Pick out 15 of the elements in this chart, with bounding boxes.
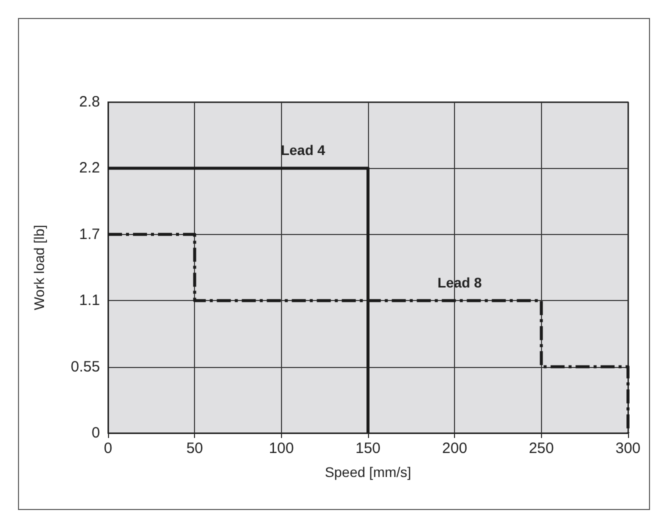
x-tick-label: 0 — [104, 440, 112, 457]
x-axis-title: Speed [mm/s] — [324, 464, 412, 480]
x-tick-label: 250 — [528, 440, 554, 457]
x-tick-label: 100 — [268, 440, 294, 457]
x-tick-label: 150 — [355, 440, 381, 457]
y-tick-label: 2.8 — [79, 94, 100, 110]
x-tick-label: 50 — [186, 440, 204, 457]
x-tick-label: 200 — [442, 440, 468, 457]
y-tick-label: 1.7 — [79, 226, 100, 243]
y-tick-label: 0.55 — [70, 358, 100, 376]
y-tick-label: 0 — [92, 424, 100, 442]
y-tick-label: 2.2 — [79, 160, 100, 177]
y-tick-label: 1.1 — [79, 292, 100, 310]
y-axis-title: Work load [lb] — [31, 224, 47, 310]
x-tick-label: 300 — [615, 440, 641, 457]
